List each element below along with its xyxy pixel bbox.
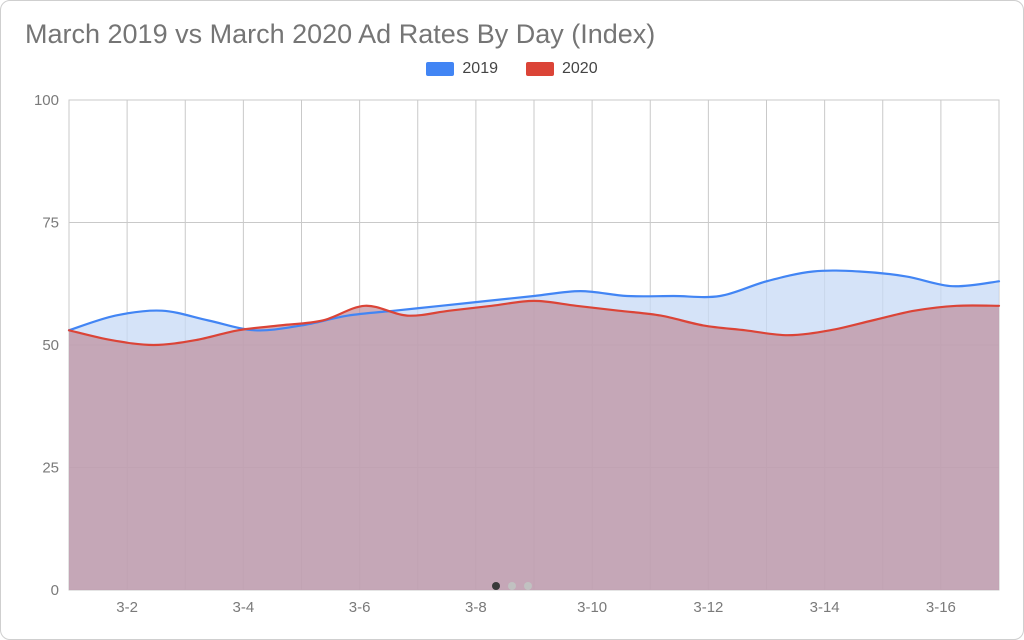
chart-title: March 2019 vs March 2020 Ad Rates By Day… bbox=[25, 19, 1005, 50]
pager-dot-2[interactable] bbox=[508, 582, 516, 590]
svg-text:3-4: 3-4 bbox=[233, 599, 255, 616]
pager-dots[interactable] bbox=[492, 582, 532, 590]
chart-svg: 0 25 50 75 100 3-2 3-4 3-6 3-8 3-10 3-12 3-14 3-16 bbox=[19, 88, 1007, 620]
svg-text:75: 75 bbox=[42, 215, 59, 232]
svg-text:0: 0 bbox=[51, 582, 59, 599]
svg-text:3-2: 3-2 bbox=[116, 599, 138, 616]
legend-item-2019: 2019 bbox=[426, 60, 498, 78]
legend-swatch-2020 bbox=[526, 62, 554, 76]
pager-dot-1[interactable] bbox=[492, 582, 500, 590]
plot-area: 0 25 50 75 100 3-2 3-4 3-6 3-8 3-10 3-12 3-14 3-16 bbox=[19, 88, 1005, 620]
legend-label-2019: 2019 bbox=[462, 60, 498, 78]
svg-text:3-6: 3-6 bbox=[349, 599, 371, 616]
svg-text:3-16: 3-16 bbox=[926, 599, 956, 616]
legend-item-2020: 2020 bbox=[526, 60, 598, 78]
svg-text:3-10: 3-10 bbox=[577, 599, 607, 616]
chart-card: March 2019 vs March 2020 Ad Rates By Day… bbox=[0, 0, 1024, 640]
legend-swatch-2019 bbox=[426, 62, 454, 76]
svg-text:3-12: 3-12 bbox=[693, 599, 723, 616]
pager-dot-3[interactable] bbox=[524, 582, 532, 590]
svg-text:25: 25 bbox=[42, 460, 59, 477]
svg-text:3-8: 3-8 bbox=[465, 599, 487, 616]
svg-text:3-14: 3-14 bbox=[810, 599, 840, 616]
svg-text:100: 100 bbox=[34, 92, 59, 109]
svg-text:50: 50 bbox=[42, 337, 59, 354]
legend: 2019 2020 bbox=[19, 60, 1005, 78]
legend-label-2020: 2020 bbox=[562, 60, 598, 78]
